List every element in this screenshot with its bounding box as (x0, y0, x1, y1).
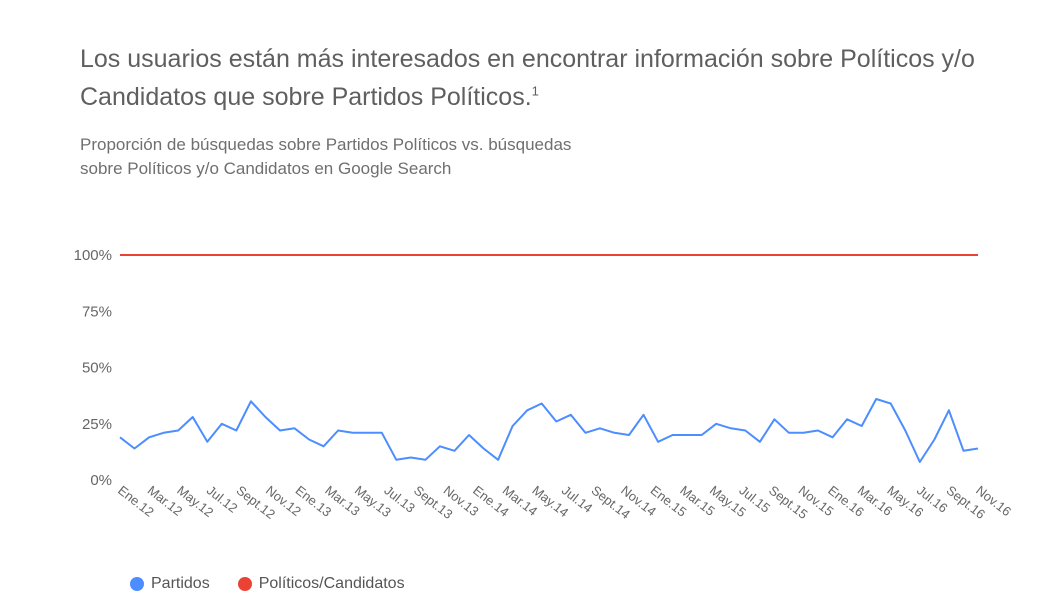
legend-item-politicos: Políticos/Candidatos (237, 575, 405, 593)
y-tick-label: 0% (90, 472, 112, 489)
chart-legend: Partidos Políticos/Candidatos (130, 575, 405, 593)
y-tick-label: 25% (82, 416, 112, 433)
chart-title-text: Los usuarios están más interesados en en… (80, 45, 975, 111)
legend-swatch-partidos (130, 577, 144, 591)
y-tick-label: 75% (82, 303, 112, 320)
chart-subtitle: Proporción de búsquedas sobre Partidos P… (80, 133, 780, 181)
subtitle-line-1: Proporción de búsquedas sobre Partidos P… (80, 135, 572, 154)
y-tick-label: 100% (74, 247, 112, 264)
title-footnote-marker: 1 (531, 83, 539, 99)
legend-swatch-politicos (237, 577, 252, 591)
legend-label-politicos: Políticos/Candidatos (258, 575, 405, 592)
legend-item-partidos: Partidos (130, 575, 210, 593)
chart-title: Los usuarios están más interesados en en… (80, 40, 980, 116)
y-tick-label: 50% (82, 360, 112, 377)
legend-label-partidos: Partidos (151, 575, 210, 592)
subtitle-line-2: sobre Políticos y/o Candidatos en Google… (80, 159, 452, 178)
series-line-partidos (119, 398, 979, 463)
line-chart: 0%25%50%75%100%Ene.12Mar.12May.12Jul.12S… (74, 247, 1014, 522)
